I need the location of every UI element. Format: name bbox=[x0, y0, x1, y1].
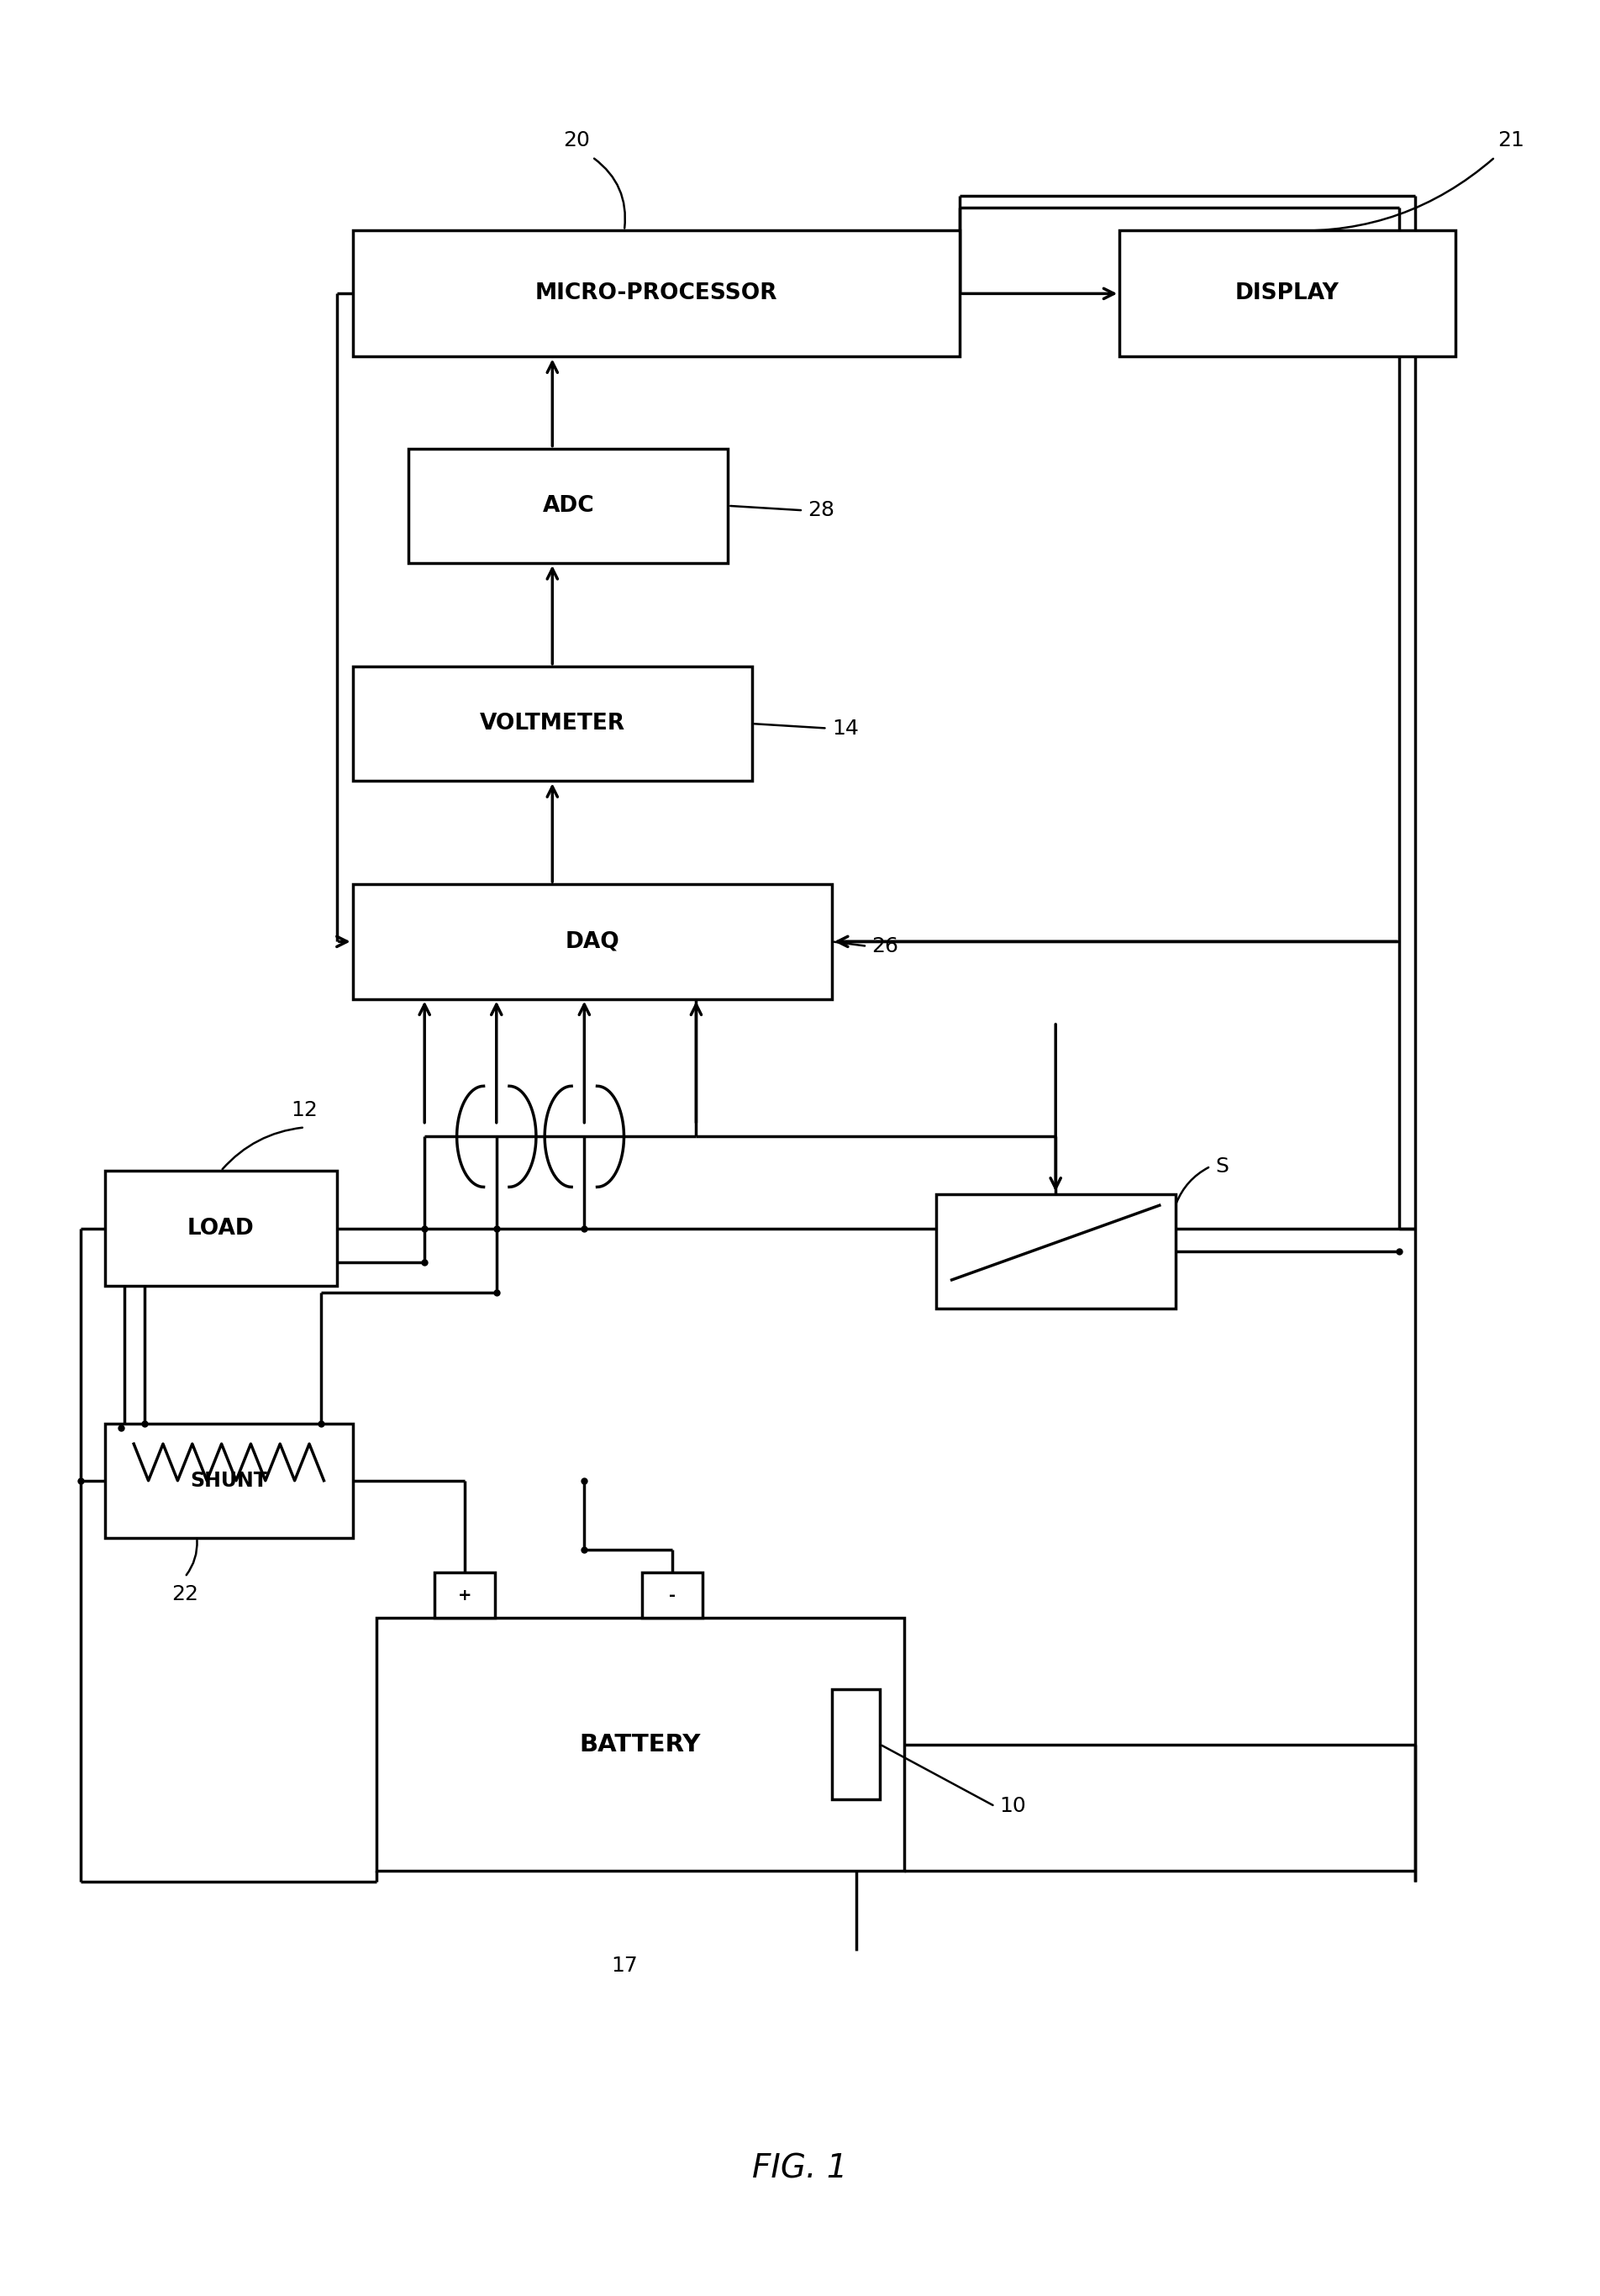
Text: 21: 21 bbox=[1498, 131, 1525, 149]
Text: 26: 26 bbox=[872, 937, 899, 955]
Bar bbox=[408, 448, 728, 563]
Bar bbox=[832, 1690, 880, 1800]
Bar bbox=[642, 1573, 702, 1619]
Text: 20: 20 bbox=[563, 131, 590, 149]
Text: S: S bbox=[1216, 1157, 1229, 1176]
Bar bbox=[434, 1573, 494, 1619]
Text: 22: 22 bbox=[171, 1584, 198, 1605]
Text: 10: 10 bbox=[1000, 1795, 1026, 1816]
Text: MICRO-PROCESSOR: MICRO-PROCESSOR bbox=[534, 282, 778, 305]
Text: -: - bbox=[669, 1587, 675, 1603]
Bar bbox=[376, 1619, 904, 1871]
Text: ADC: ADC bbox=[542, 496, 594, 517]
Text: BATTERY: BATTERY bbox=[579, 1733, 701, 1756]
Text: 14: 14 bbox=[832, 719, 859, 739]
Text: VOLTMETER: VOLTMETER bbox=[480, 712, 626, 735]
Text: 17: 17 bbox=[611, 1956, 637, 1975]
Text: FIG. 1: FIG. 1 bbox=[752, 2154, 848, 2186]
Bar bbox=[106, 1424, 352, 1538]
Text: 28: 28 bbox=[808, 501, 835, 521]
Bar bbox=[106, 1171, 336, 1286]
Text: DAQ: DAQ bbox=[565, 930, 619, 953]
Text: SHUNT: SHUNT bbox=[190, 1469, 267, 1490]
Text: LOAD: LOAD bbox=[187, 1217, 254, 1240]
Bar bbox=[352, 884, 832, 999]
Bar bbox=[936, 1194, 1176, 1309]
Text: +: + bbox=[458, 1587, 472, 1603]
Bar bbox=[352, 230, 960, 356]
Bar bbox=[1120, 230, 1454, 356]
Text: DISPLAY: DISPLAY bbox=[1235, 282, 1339, 305]
Text: 12: 12 bbox=[291, 1100, 318, 1120]
Bar bbox=[352, 666, 752, 781]
